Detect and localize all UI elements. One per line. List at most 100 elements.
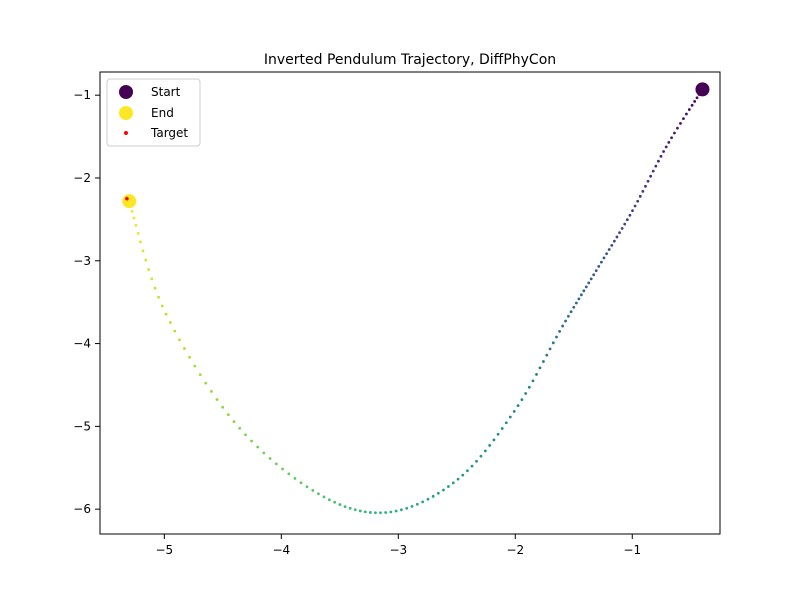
trajectory-point [193, 364, 197, 368]
x-tick-label: −2 [506, 543, 524, 557]
trajectory-point [338, 503, 342, 506]
trajectory-point [311, 489, 315, 492]
trajectory-point [182, 347, 186, 350]
legend-start-marker [119, 85, 133, 99]
trajectory-point [687, 108, 691, 111]
trajectory-point [374, 511, 377, 515]
trajectory-point [426, 497, 430, 501]
trajectory-point [500, 427, 504, 430]
trajectory-point [636, 199, 640, 203]
trajectory-point [405, 506, 409, 510]
trajectory-point [670, 136, 673, 140]
trajectory-point [693, 99, 697, 103]
marker-points [122, 82, 710, 209]
trajectory-point [492, 438, 496, 442]
trajectory-point [555, 335, 558, 339]
trajectory-point [327, 498, 331, 502]
trajectory-point [144, 258, 148, 262]
trajectory-point [451, 481, 455, 485]
legend-end-marker [119, 106, 133, 120]
trajectory-point [545, 353, 549, 357]
trajectory-point [592, 273, 596, 277]
trajectory-point [447, 485, 450, 488]
trajectory-point [682, 117, 685, 121]
trajectory-point [132, 216, 136, 220]
trajectory-point [625, 218, 629, 222]
trajectory-point [274, 462, 278, 466]
trajectory-point [620, 227, 624, 230]
trajectory-point [384, 511, 388, 514]
trajectory-point [631, 209, 634, 213]
trajectory-point [584, 285, 588, 289]
trajectory-point [535, 372, 538, 376]
trajectory-point [512, 409, 516, 413]
trajectory-point [574, 301, 578, 305]
trajectory-point [690, 103, 694, 107]
trajectory-point [139, 240, 142, 244]
trajectory-point [638, 194, 642, 198]
trajectory-point [164, 312, 168, 316]
trajectory-point [250, 439, 253, 443]
trajectory-point [305, 485, 309, 489]
trajectory-point [676, 126, 679, 130]
y-tick-label: −1 [73, 88, 91, 102]
trajectory-point [293, 477, 297, 480]
trajectory-point [664, 145, 668, 149]
trajectory-point [209, 390, 213, 393]
trajectory-point [470, 464, 474, 468]
trajectory-point [496, 432, 500, 436]
trajectory-point [348, 506, 352, 510]
trajectory-point [299, 481, 303, 485]
trajectory-point [400, 508, 403, 512]
trajectory-point [147, 268, 151, 271]
trajectory-point [322, 495, 326, 499]
trajectory-point [610, 243, 614, 247]
y-tick-label: −3 [73, 254, 91, 268]
trajectory-point [662, 150, 665, 153]
trajectory-point [198, 373, 202, 377]
trajectory-point [483, 449, 487, 453]
trajectory-point [558, 329, 561, 333]
trajectory-point [527, 385, 531, 389]
trajectory-point [353, 508, 357, 512]
trajectory-point [623, 222, 627, 226]
trajectory-point [673, 131, 676, 135]
y-tick-label: −2 [73, 171, 91, 185]
trajectory-point [178, 338, 181, 342]
trajectory-point [343, 505, 347, 508]
trajectory-point [130, 210, 134, 213]
trajectory-point [262, 451, 266, 455]
x-tick-label: −5 [155, 543, 173, 557]
trajectory-point [600, 260, 603, 264]
end-point [122, 194, 137, 209]
trajectory-point [475, 459, 478, 463]
x-tick-label: −4 [272, 543, 290, 557]
trajectory-point [577, 297, 581, 301]
trajectory-point [153, 286, 157, 290]
trajectory-point [141, 249, 145, 253]
trajectory-point [628, 213, 632, 217]
trajectory-point [287, 472, 291, 476]
trajectory-point [657, 159, 660, 163]
trajectory-point [633, 204, 637, 208]
trajectory-point [695, 96, 699, 100]
legend-start-label: Start [151, 85, 181, 99]
trajectory-point [589, 277, 593, 281]
trajectory-point [618, 231, 621, 235]
trajectory-point [221, 405, 225, 409]
trajectory-point [317, 492, 320, 496]
trajectory-point [572, 305, 576, 309]
legend-target-label: Target [150, 126, 188, 140]
trajectory-point [188, 355, 191, 359]
trajectory-point [256, 445, 260, 449]
start-point [695, 82, 710, 97]
trajectory-point [244, 433, 247, 437]
trajectory-point [607, 248, 611, 251]
trajectory-point [168, 321, 172, 324]
trajectory-point [569, 310, 573, 314]
trajectory-point [615, 235, 619, 239]
y-tick-label: −6 [73, 502, 91, 516]
trajectory-point [368, 511, 372, 514]
trajectory-point [204, 381, 208, 385]
